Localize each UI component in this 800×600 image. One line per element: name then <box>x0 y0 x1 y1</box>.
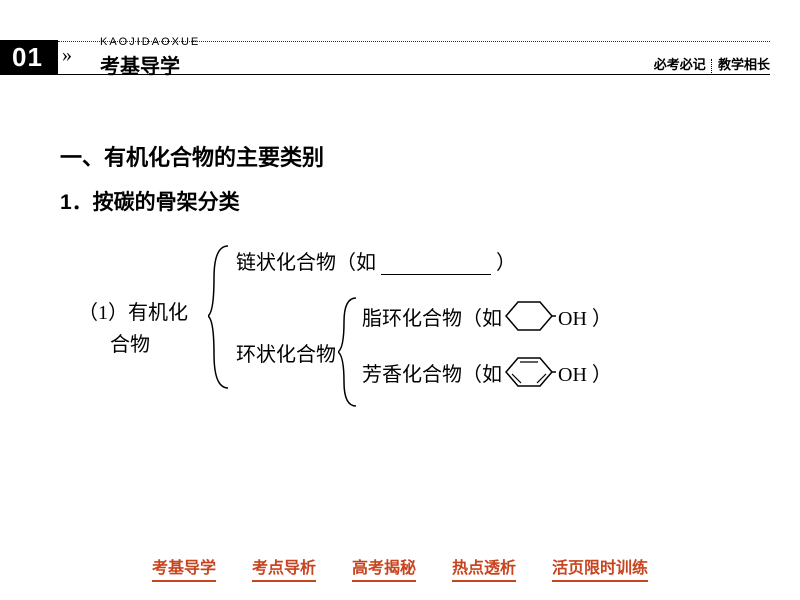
benzene-icon <box>504 354 556 390</box>
header-right-a: 必考必记 <box>654 57 706 72</box>
footer-btn-kaojidaoxue[interactable]: 考基导学 <box>152 554 216 582</box>
header-right-text: 必考必记 教学相长 <box>654 54 770 73</box>
header-right-b: 教学相长 <box>718 57 770 72</box>
main-content: 一、有机化合物的主要类别 1．按碳的骨架分类 （1）有机化 合物 链状化合物（如… <box>60 140 760 426</box>
footer-btn-gaokaojiemi[interactable]: 高考揭秘 <box>352 554 416 582</box>
header-solid-line <box>0 74 770 75</box>
branch-cyclic: 环状化合物 <box>236 338 336 367</box>
fill-blank[interactable] <box>381 253 491 275</box>
sub-aromatic: 芳香化合物（如 OH ） <box>362 354 612 390</box>
footer-btn-huoyexianshi[interactable]: 活页限时训练 <box>552 554 648 582</box>
footer-btn-kaodiandaoxi[interactable]: 考点导析 <box>252 554 316 582</box>
brace-icon <box>338 294 362 410</box>
branch1-post: ） <box>496 252 516 274</box>
content-heading-2: 1．按碳的骨架分类 <box>60 186 760 216</box>
sub1-pre: 脂环化合物（如 <box>362 302 502 331</box>
classification-diagram: （1）有机化 合物 链状化合物（如 ） 环状化合物 脂环化合物（如 OH ） <box>60 246 760 426</box>
cyclohexane-icon <box>504 298 556 334</box>
branch-chain: 链状化合物（如 ） <box>236 246 516 275</box>
header-separator <box>711 59 712 73</box>
sub2-pre: 芳香化合物（如 <box>362 358 502 387</box>
diagram-root-b: 合物 <box>110 328 150 357</box>
sub-alicyclic: 脂环化合物（如 OH ） <box>362 298 612 334</box>
brace-icon <box>208 242 234 392</box>
diagram-root-a: （1）有机化 <box>78 296 188 325</box>
sub2-post: OH ） <box>558 358 612 387</box>
header-pinyin: KAOJIDAOXUE <box>100 36 200 48</box>
page-header: 01 » KAOJIDAOXUE 考基导学 必考必记 教学相长 <box>0 0 800 74</box>
section-number: 01 <box>12 42 43 73</box>
footer-nav: 考基导学 考点导析 高考揭秘 热点透析 活页限时训练 <box>0 554 800 582</box>
sub1-post: OH ） <box>558 302 612 331</box>
content-heading-1: 一、有机化合物的主要类别 <box>60 140 760 172</box>
branch1-pre: 链状化合物（如 <box>236 252 376 274</box>
footer-btn-rediantouxi[interactable]: 热点透析 <box>452 554 516 582</box>
chevron-right-icon: » <box>62 44 68 67</box>
